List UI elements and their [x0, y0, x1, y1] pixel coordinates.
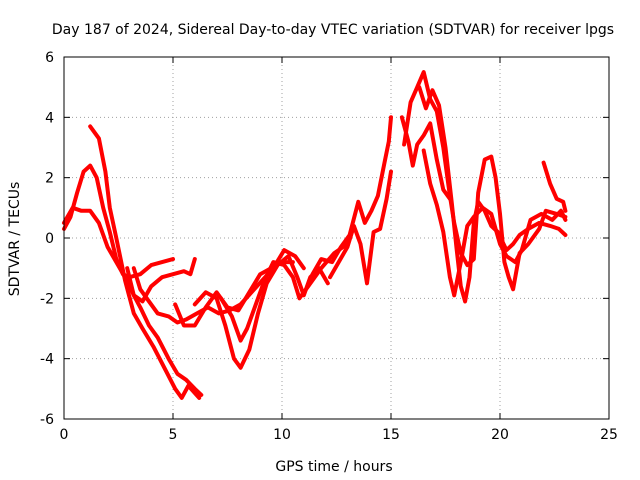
series-arc-15: [541, 160, 568, 213]
x-axis-label: GPS time / hours: [275, 459, 392, 475]
axis-ticks: 0 5 10 15 20 25 -6 -4 -2 0 2 4 6: [40, 50, 618, 443]
series-arc-10: [328, 169, 393, 286]
y-tick-label: 0: [45, 231, 54, 247]
y-axis-label: SDTVAR / TECUs: [7, 182, 23, 297]
chart-title: Day 187 of 2024, Sidereal Day-to-day VTE…: [52, 22, 614, 38]
x-tick-label: 10: [273, 427, 291, 443]
series-arc-2: [62, 205, 197, 304]
series-arc-4: [125, 266, 204, 397]
series-arc-12: [402, 70, 568, 292]
series-arc-8: [219, 242, 350, 343]
y-tick-label: 2: [45, 171, 54, 187]
data-traces: [62, 70, 568, 400]
series-arc-13: [417, 85, 568, 304]
series-arc-9: [310, 115, 393, 277]
x-tick-label: 0: [60, 427, 69, 443]
x-tick-label: 20: [491, 427, 509, 443]
series-arc-14: [421, 148, 568, 298]
series-arc-11: [399, 115, 452, 201]
x-tick-label: 5: [169, 427, 178, 443]
y-tick-label: -4: [40, 352, 54, 368]
y-tick-label: 4: [45, 110, 54, 126]
series-arc-3: [88, 124, 202, 400]
y-tick-label: -6: [40, 412, 54, 428]
series-arc-1: [62, 163, 175, 280]
y-tick-label: -2: [40, 291, 54, 307]
y-tick-label: 6: [45, 50, 54, 66]
x-tick-label: 15: [382, 427, 400, 443]
x-tick-label: 25: [600, 427, 618, 443]
